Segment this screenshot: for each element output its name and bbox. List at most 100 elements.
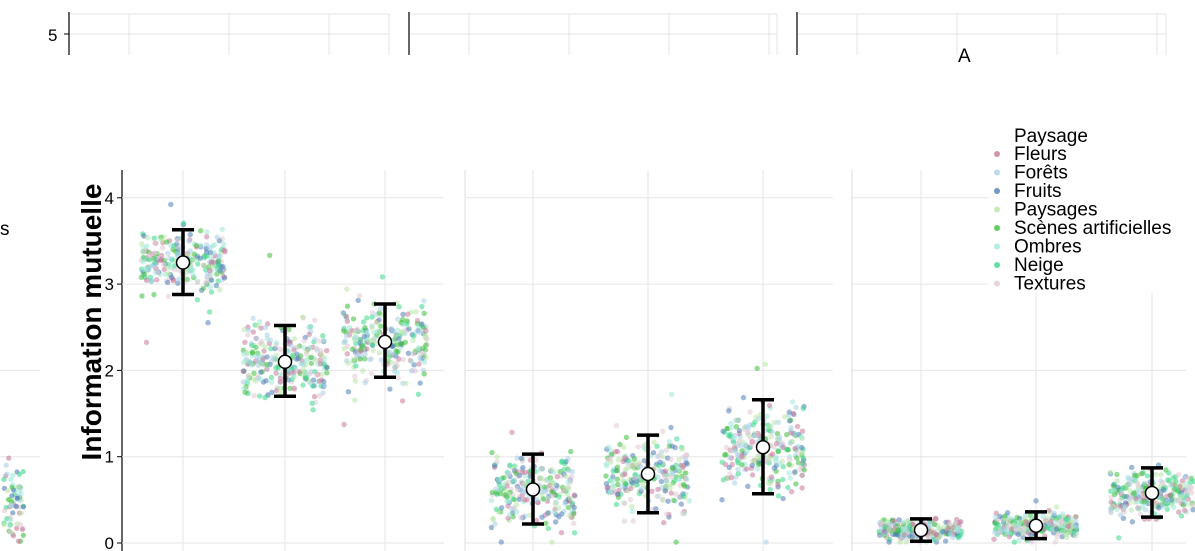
data-point [1120,485,1126,491]
data-point [310,407,316,413]
data-point [1064,534,1070,540]
data-point [613,501,620,508]
data-point [786,418,793,424]
data-point [355,297,361,304]
data-point [604,485,610,491]
data-point [662,468,669,474]
data-point [214,271,220,277]
legend-background [988,143,1195,293]
data-point [357,348,364,355]
group-1 [138,201,228,346]
data-point [953,519,959,526]
data-point [408,368,415,374]
data-point [251,376,257,382]
data-point [667,485,673,491]
data-point [316,378,323,384]
data-point [405,311,411,317]
data-point [733,424,740,430]
data-point [220,263,226,270]
data-point [886,527,892,533]
data-point [1022,512,1029,518]
legend-key [994,262,1000,268]
data-point [399,398,406,404]
data-point [1191,502,1195,508]
data-point [417,329,423,335]
data-point [728,448,734,455]
data-point [264,321,271,327]
data-point [556,514,562,520]
left-panel-point [14,525,20,531]
data-point [492,521,498,527]
data-point [669,391,675,398]
data-point [301,338,307,344]
data-point [1128,494,1135,500]
data-point [549,539,555,545]
data-point [396,336,402,342]
data-point [799,450,806,456]
data-point [926,535,932,541]
data-point [171,243,177,249]
data-point [249,349,256,355]
data-point [793,481,799,487]
legend-key [994,280,1000,287]
left-cropped-panel [0,369,40,544]
data-point [151,259,158,266]
data-point [800,455,806,461]
data-point [251,393,257,399]
data-point [308,360,314,367]
data-point [668,490,674,496]
data-point [160,245,166,251]
left-edge-fragment: s [0,219,10,240]
data-point [610,468,616,474]
data-point [498,505,505,511]
data-point [627,496,634,503]
data-point [344,303,351,309]
data-point [354,326,361,332]
data-point [207,249,214,256]
data-point [896,517,902,523]
left-panel-point [6,522,13,528]
data-point [539,466,546,472]
data-point [732,448,738,454]
data-point [1111,487,1118,493]
data-point [497,491,504,497]
data-point [1053,526,1060,532]
data-point [392,364,398,370]
data-point [728,475,735,481]
data-point [361,333,367,340]
data-point [768,433,774,440]
data-point [726,408,732,414]
data-point [204,234,210,240]
data-point [933,516,939,522]
data-point [566,485,572,491]
group-3 [719,361,808,545]
data-point [1049,526,1055,533]
data-point [416,361,422,367]
data-point [775,482,781,488]
data-point [341,421,347,428]
data-point [198,242,204,248]
data-point [356,293,363,299]
data-point [651,439,657,446]
data-point [1168,497,1175,503]
data-point [739,454,745,460]
data-point [291,347,297,353]
data-point [268,379,275,385]
group-2 [240,252,330,413]
data-point [189,258,195,264]
data-point [388,359,394,366]
data-point [1117,496,1123,503]
data-point [303,357,309,364]
data-point [1167,492,1173,498]
data-point [405,350,412,356]
data-point [357,336,363,343]
data-point [786,409,792,415]
data-point [730,439,737,445]
data-point [654,493,660,499]
data-point [1000,517,1006,523]
data-point [1073,514,1079,520]
data-point [165,279,171,286]
left-panel-point [10,510,16,516]
left-panel-point [1,476,7,482]
data-point [419,303,425,310]
